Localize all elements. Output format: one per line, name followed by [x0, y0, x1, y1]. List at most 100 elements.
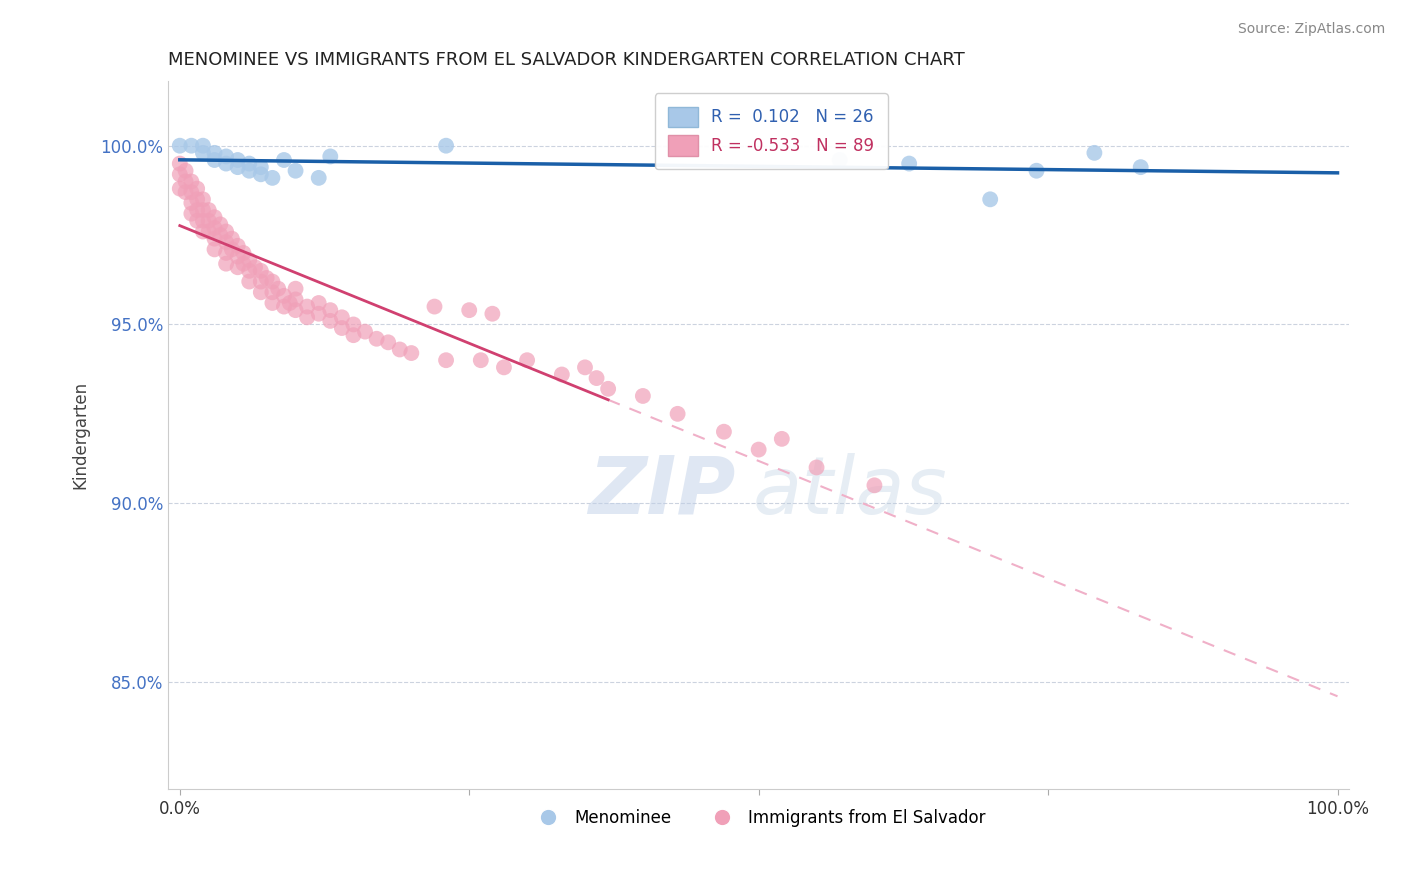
Point: [492, 360, 515, 375]
Point: [191, 214, 214, 228]
Point: [377, 335, 399, 350]
Point: [1025, 163, 1047, 178]
Point: [191, 225, 214, 239]
Point: [598, 382, 620, 396]
Legend: Menominee, Immigrants from El Salvador: Menominee, Immigrants from El Salvador: [524, 803, 993, 834]
Point: [243, 260, 266, 275]
Point: [215, 246, 238, 260]
Point: [262, 275, 284, 289]
Point: [169, 181, 191, 195]
Point: [863, 478, 886, 492]
Point: [186, 181, 208, 195]
Point: [748, 442, 770, 457]
Point: [273, 153, 295, 167]
Point: [186, 214, 208, 228]
Point: [226, 239, 249, 253]
Point: [366, 332, 388, 346]
Point: [434, 138, 457, 153]
Point: [221, 232, 243, 246]
Point: [330, 310, 353, 325]
Point: [458, 303, 481, 318]
Point: [169, 167, 191, 181]
Point: [197, 202, 219, 217]
Point: [262, 285, 284, 300]
Point: [278, 296, 301, 310]
Point: [180, 174, 202, 188]
Point: [319, 149, 342, 163]
Point: [434, 353, 457, 368]
Point: [215, 235, 238, 250]
Point: [250, 167, 273, 181]
Text: atlas: atlas: [752, 453, 948, 531]
Point: [204, 153, 226, 167]
Text: ZIP: ZIP: [588, 453, 735, 531]
Point: [232, 246, 254, 260]
Point: [191, 202, 214, 217]
Point: [238, 264, 260, 278]
Point: [250, 160, 273, 174]
Point: [551, 368, 574, 382]
Point: [666, 407, 689, 421]
Point: [215, 225, 238, 239]
Point: [273, 300, 295, 314]
Point: [180, 185, 202, 199]
Point: [215, 257, 238, 271]
Point: [226, 260, 249, 275]
Point: [262, 170, 284, 185]
Point: [209, 228, 232, 243]
Point: [828, 153, 851, 167]
Point: [180, 138, 202, 153]
Point: [898, 156, 921, 170]
Point: [401, 346, 423, 360]
Point: [770, 432, 793, 446]
Point: [238, 275, 260, 289]
Point: [295, 310, 318, 325]
Point: [226, 153, 249, 167]
Point: [204, 221, 226, 235]
Point: [204, 243, 226, 257]
Point: [631, 389, 654, 403]
Point: [284, 303, 307, 318]
Point: [262, 296, 284, 310]
Point: [308, 170, 330, 185]
Point: [226, 250, 249, 264]
Point: [585, 371, 607, 385]
Point: [238, 253, 260, 268]
Point: [204, 210, 226, 224]
Point: [186, 192, 208, 206]
Point: [215, 156, 238, 170]
Point: [388, 343, 411, 357]
Point: [267, 282, 290, 296]
Point: [273, 289, 295, 303]
Text: MENOMINEE VS IMMIGRANTS FROM EL SALVADOR KINDERGARTEN CORRELATION CHART: MENOMINEE VS IMMIGRANTS FROM EL SALVADOR…: [169, 51, 965, 69]
Point: [319, 314, 342, 328]
Point: [295, 300, 318, 314]
Point: [250, 264, 273, 278]
Point: [204, 232, 226, 246]
Point: [180, 206, 202, 220]
Point: [191, 138, 214, 153]
Point: [516, 353, 538, 368]
Point: [169, 156, 191, 170]
Point: [221, 243, 243, 257]
Y-axis label: Kindergarten: Kindergarten: [72, 381, 89, 490]
Point: [174, 174, 197, 188]
Point: [308, 307, 330, 321]
Point: [186, 202, 208, 217]
Point: [197, 214, 219, 228]
Point: [232, 257, 254, 271]
Point: [330, 321, 353, 335]
Point: [209, 218, 232, 232]
Point: [250, 285, 273, 300]
Point: [342, 328, 364, 343]
Point: [180, 195, 202, 210]
Point: [169, 138, 191, 153]
Point: [1083, 145, 1105, 160]
Text: Source: ZipAtlas.com: Source: ZipAtlas.com: [1237, 22, 1385, 37]
Point: [191, 192, 214, 206]
Point: [574, 360, 596, 375]
Point: [174, 185, 197, 199]
Point: [284, 282, 307, 296]
Point: [284, 293, 307, 307]
Point: [319, 303, 342, 318]
